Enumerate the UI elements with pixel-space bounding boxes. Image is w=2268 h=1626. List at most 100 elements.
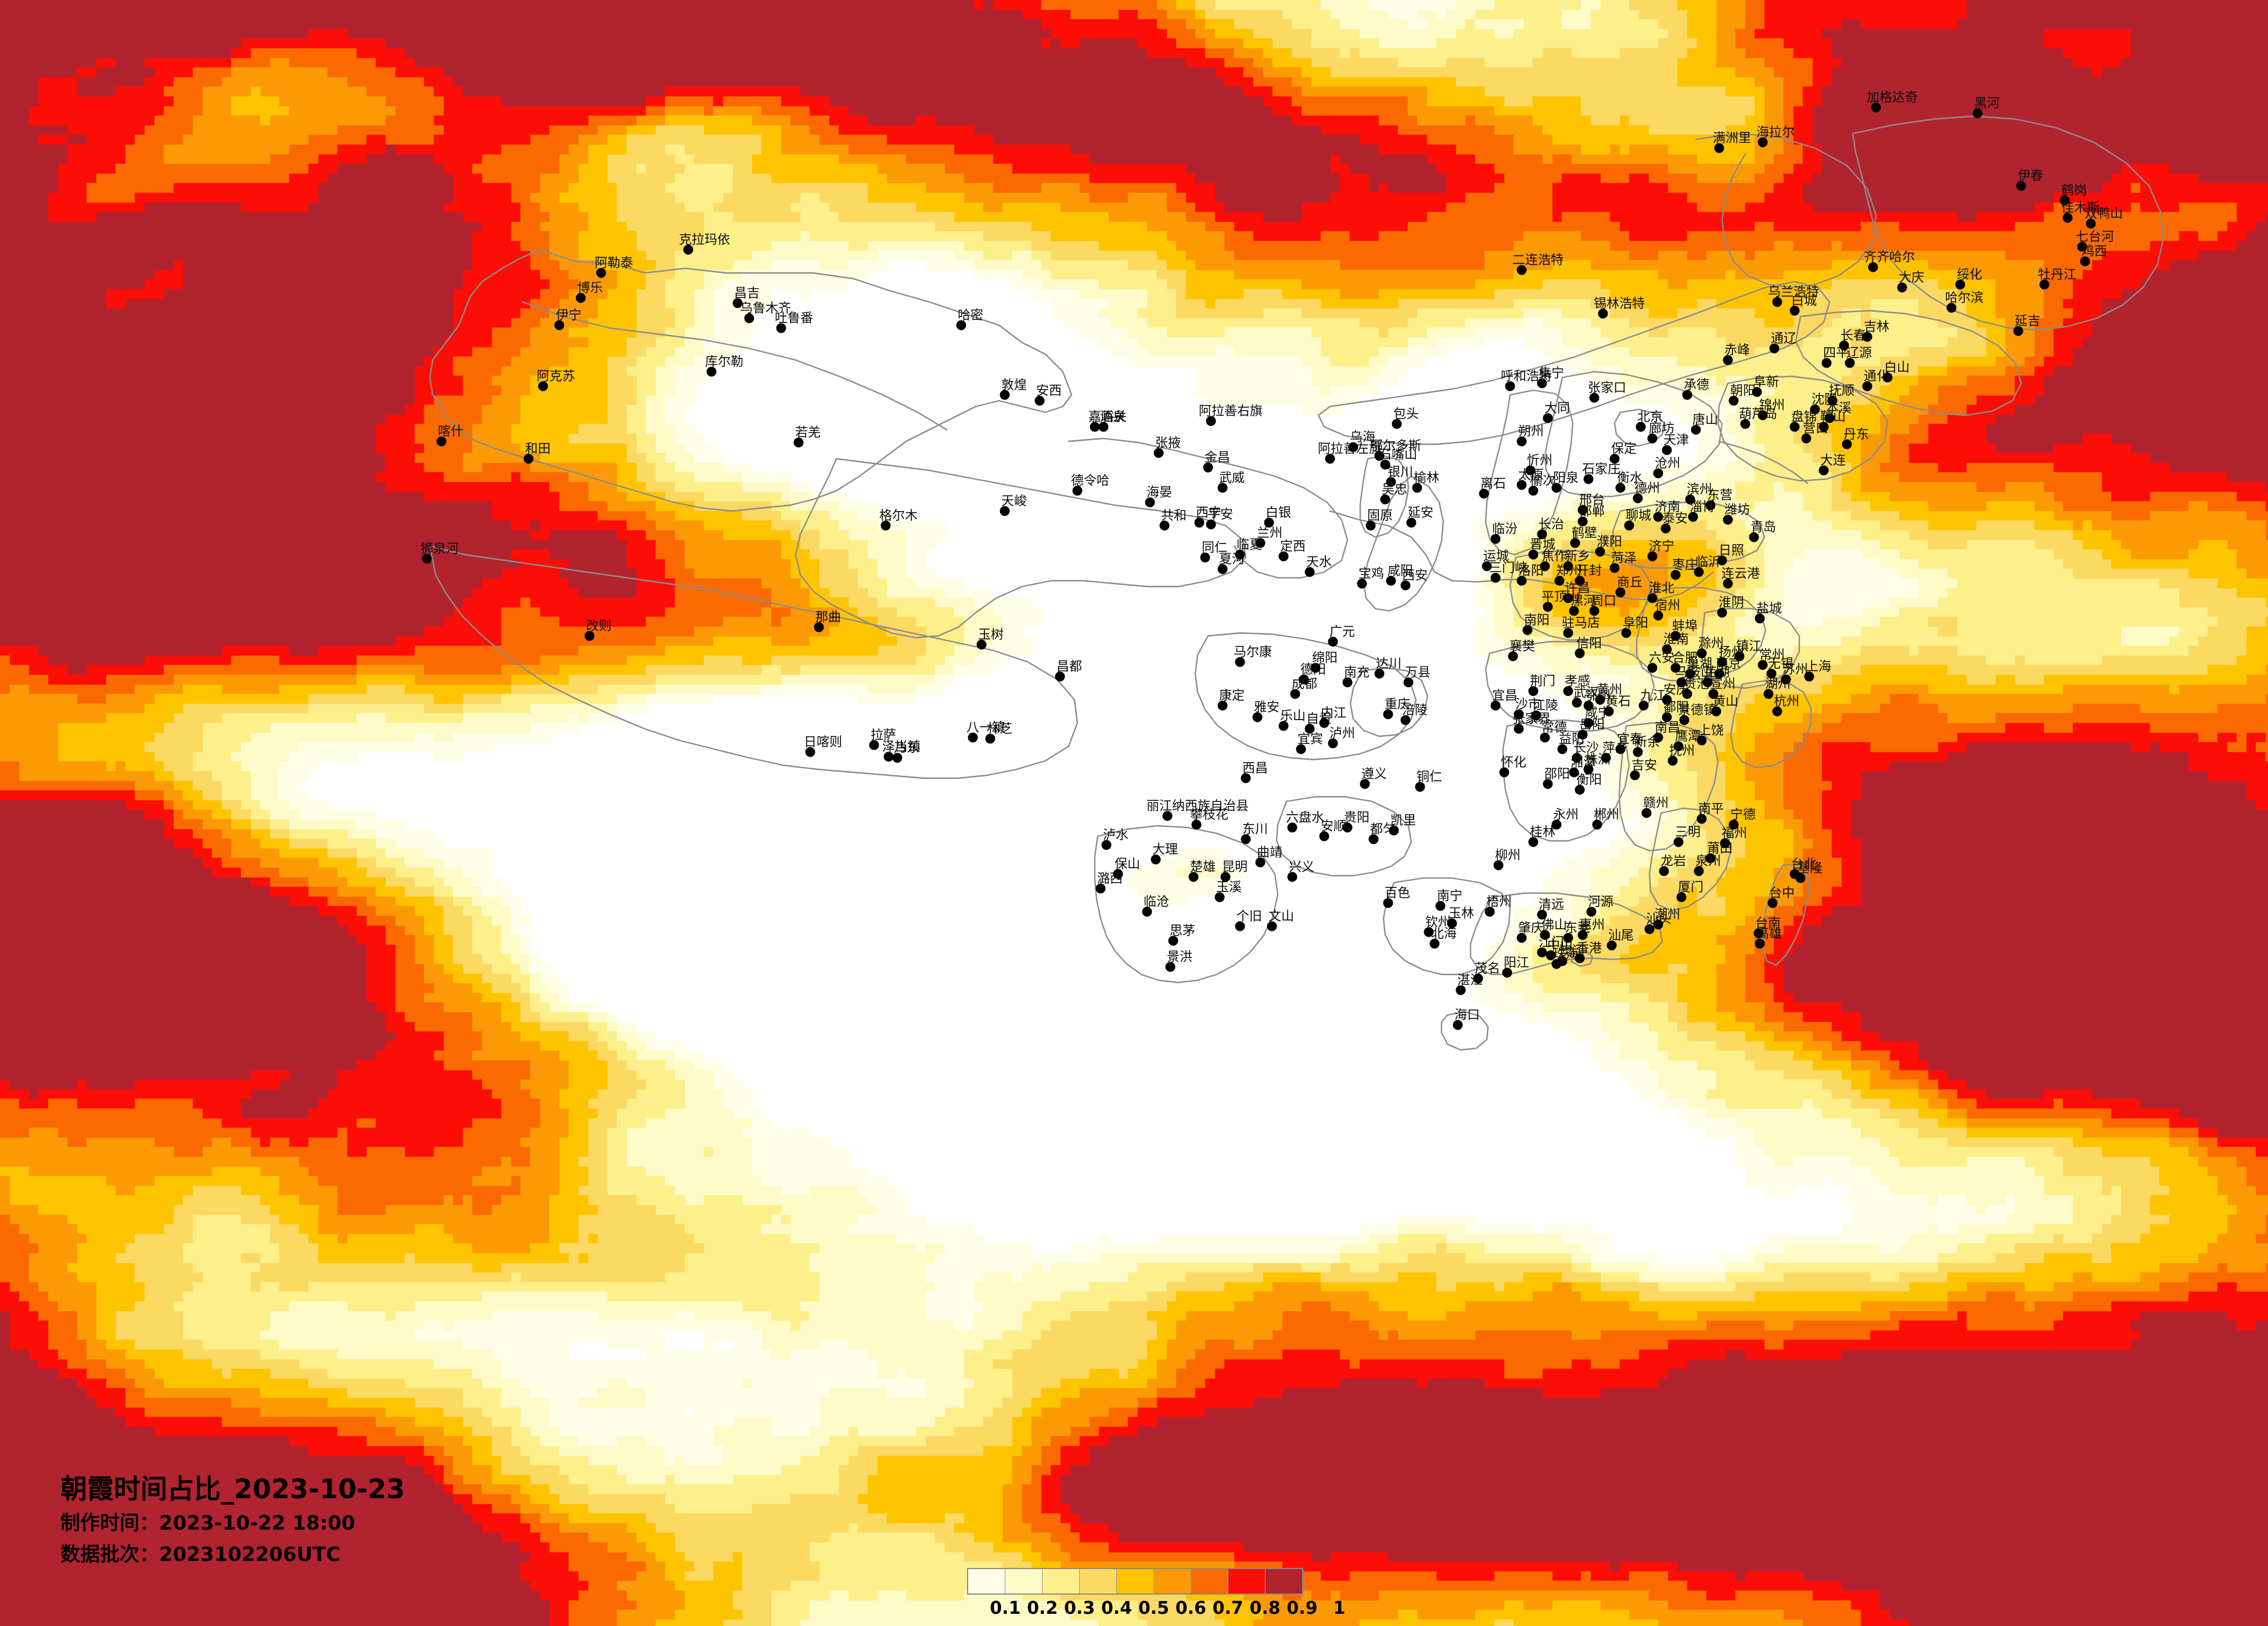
station-dot [1679, 715, 1690, 725]
station-dot [706, 366, 717, 377]
colorbar-swatch-7 [1191, 1569, 1228, 1593]
station-dot [1577, 505, 1588, 515]
station-dot [584, 631, 595, 641]
station-dot [1577, 516, 1588, 527]
station-dot [1755, 613, 1765, 624]
made-time-label: 制作时间： [60, 1512, 159, 1535]
station-dot [1583, 718, 1594, 728]
station-dot [1162, 811, 1173, 821]
station-dot [1000, 390, 1010, 400]
station-dot [1647, 433, 1658, 444]
station-dot [1824, 413, 1835, 423]
station-dot [2062, 213, 2073, 223]
station-dot [1508, 651, 1518, 661]
station-dot [1660, 523, 1671, 534]
station-dot [1522, 625, 1533, 635]
station-dot [1374, 668, 1385, 679]
page-title: 朝霞时间占比_2023-10-23 [60, 1473, 405, 1505]
station-dot [1818, 422, 1829, 432]
station-dot [1711, 706, 1721, 717]
station-dot [1586, 906, 1597, 917]
station-dot [1479, 488, 1489, 499]
station-dot [892, 753, 903, 763]
station-dot [1763, 689, 1774, 699]
station-dot [1595, 695, 1605, 705]
station-dot [1191, 819, 1202, 830]
station-dot [1505, 381, 1515, 391]
station-dot [1540, 732, 1550, 743]
station-dot [1098, 422, 1109, 432]
station-dot [538, 381, 548, 391]
station-dot [1572, 753, 1582, 763]
station-dot [1723, 578, 1733, 589]
station-dot [1203, 462, 1213, 473]
station-dot [2039, 279, 2050, 290]
station-dot [1723, 355, 1733, 365]
station-dot [1325, 454, 1335, 464]
station-dot [1723, 515, 1733, 525]
station-dot [1842, 439, 1852, 449]
station-dot [1537, 529, 1547, 539]
station-dot [1220, 872, 1231, 882]
station-dot [1757, 137, 1768, 148]
station-dot [422, 553, 432, 564]
station-dot [1490, 534, 1501, 544]
station-dot [576, 293, 586, 303]
station-dot [554, 320, 565, 330]
station-dot [1575, 575, 1585, 586]
station-dot [1708, 689, 1719, 699]
station-dot [1151, 854, 1161, 865]
station-dot [1328, 636, 1338, 647]
station-dot [1821, 358, 1832, 368]
station-dot [1577, 930, 1588, 940]
station-dot [1287, 822, 1297, 833]
station-dot [1406, 517, 1417, 528]
station-dot [1575, 953, 1585, 963]
station-dot [1424, 927, 1434, 937]
station-dot [1662, 695, 1672, 705]
station-dot [732, 298, 743, 308]
station-dot [1755, 938, 1765, 949]
station-dot [1696, 735, 1707, 746]
station-dot [1304, 724, 1315, 734]
station-dot [1543, 413, 1553, 423]
station-dot [1767, 898, 1778, 908]
station-dot [1717, 555, 1727, 566]
station-dot [1862, 381, 1872, 391]
station-dot [1145, 497, 1155, 508]
station-dot [1241, 773, 1251, 783]
station-dot [1728, 819, 1739, 830]
station-dot [968, 732, 978, 743]
station-dot [1278, 551, 1289, 562]
station-dot [1868, 262, 1878, 272]
station-dot [1583, 764, 1594, 775]
station-dot [1670, 570, 1681, 580]
colorbar-tick-0.7: 0.7 [1212, 1598, 1243, 1618]
station-dot [1630, 770, 1640, 780]
station-dot [1235, 657, 1245, 667]
station-dot [1720, 838, 1730, 848]
station-dot [1563, 933, 1573, 943]
station-dot [1499, 767, 1509, 778]
station-dot [1392, 419, 1402, 429]
station-dot [1577, 729, 1588, 740]
station-dot [1601, 753, 1611, 763]
station-dot [1882, 372, 1893, 383]
station-dot [1380, 459, 1390, 470]
station-dot [1537, 947, 1547, 958]
station-dot [1537, 378, 1547, 388]
station-dot [805, 747, 815, 757]
station-dot [869, 740, 879, 750]
station-dot [1482, 561, 1492, 571]
station-dot [1653, 468, 1663, 479]
station-dot [1299, 674, 1309, 685]
station-dot [1490, 573, 1501, 583]
station-dot [1789, 422, 1800, 432]
station-dot [1705, 500, 1716, 510]
station-dot [1514, 709, 1524, 720]
station-dot [1072, 485, 1083, 496]
station-dot [1633, 747, 1643, 757]
station-dot [1583, 700, 1594, 711]
station-dot [1264, 517, 1274, 528]
station-dot [1357, 578, 1367, 589]
